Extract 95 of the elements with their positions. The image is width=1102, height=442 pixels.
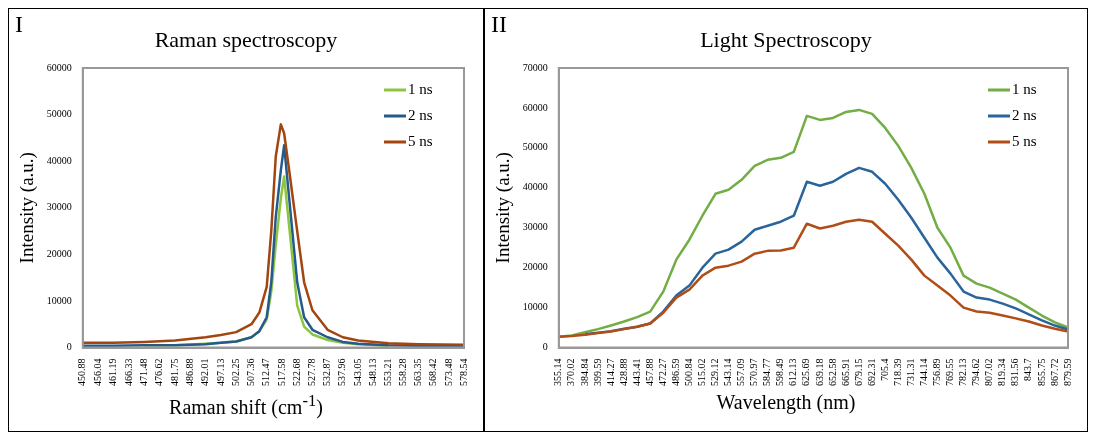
x-tick-label: 515.02 bbox=[696, 358, 708, 386]
chart-title: Light Spectroscopy bbox=[700, 27, 872, 52]
y-tick-label: 20000 bbox=[46, 247, 72, 259]
x-tick-label: 639.18 bbox=[813, 358, 825, 386]
y-tick-label: 40000 bbox=[46, 154, 72, 166]
legend-label: 5 ns bbox=[408, 132, 433, 149]
x-tick-label: 502.25 bbox=[229, 358, 241, 386]
x-tick-label: 472.27 bbox=[656, 358, 668, 386]
y-tick-label: 0 bbox=[542, 341, 548, 353]
x-tick-label: 879.59 bbox=[1061, 358, 1073, 386]
legend-label: 1 ns bbox=[1012, 80, 1037, 97]
x-axis-title: Raman shift (cm$^{-1}$) bbox=[168, 391, 324, 419]
x-axis-title: Wavelength (nm) bbox=[715, 391, 857, 414]
x-tick-label: 461.19 bbox=[107, 358, 119, 386]
x-tick-label: 665.91 bbox=[839, 358, 851, 386]
x-tick-label: 370.02 bbox=[565, 358, 577, 386]
x-tick-label: 578.54 bbox=[457, 358, 469, 386]
x-tick-label: 486.59 bbox=[669, 358, 681, 386]
y-tick-label: 30000 bbox=[46, 201, 72, 213]
x-tick-label: 679.15 bbox=[852, 358, 864, 386]
x-tick-label: 457.88 bbox=[643, 358, 655, 386]
x-tick-label: 456.04 bbox=[91, 358, 103, 386]
y-tick-label: 70000 bbox=[522, 61, 548, 73]
y-tick-label: 50000 bbox=[46, 108, 72, 120]
x-tick-label: 568.42 bbox=[427, 358, 439, 386]
x-tick-label: 443.41 bbox=[630, 358, 642, 386]
x-tick-label: 481.75 bbox=[168, 358, 180, 386]
x-tick-label: 705.4 bbox=[878, 358, 890, 381]
x-tick-label: 450.88 bbox=[76, 358, 88, 386]
x-tick-label: 466.33 bbox=[122, 358, 134, 386]
x-tick-label: 486.88 bbox=[183, 358, 195, 386]
x-tick-label: 769.55 bbox=[944, 358, 956, 386]
x-tick-label: 557.09 bbox=[735, 358, 747, 386]
x-tick-label: 500.84 bbox=[682, 358, 694, 386]
y-axis-title: Intensity (a.u.) bbox=[492, 152, 515, 264]
x-tick-label: 807.02 bbox=[983, 358, 995, 386]
x-tick-label: 731.31 bbox=[904, 358, 916, 386]
x-tick-label: 598.49 bbox=[774, 358, 786, 386]
x-tick-label: 867.72 bbox=[1048, 358, 1060, 386]
x-tick-label: 527.78 bbox=[306, 358, 318, 386]
text: I bbox=[15, 11, 23, 38]
x-tick-label: 507.36 bbox=[245, 358, 257, 386]
x-tick-label: 355.14 bbox=[552, 358, 564, 386]
y-tick-label: 10000 bbox=[522, 301, 548, 313]
x-tick-label: 570.97 bbox=[748, 358, 760, 386]
x-tick-label: 692.31 bbox=[865, 358, 877, 386]
x-tick-label: 831.56 bbox=[1009, 358, 1021, 386]
text: II bbox=[491, 11, 507, 38]
y-axis-title: Intensity (a.u.) bbox=[16, 152, 39, 264]
x-tick-label: 532.87 bbox=[321, 358, 333, 386]
y-tick-label: 60000 bbox=[522, 101, 548, 113]
y-tick-label: 60000 bbox=[46, 61, 72, 73]
x-tick-label: 548.13 bbox=[366, 358, 378, 386]
x-tick-label: 529.12 bbox=[709, 358, 721, 386]
x-tick-label: 428.88 bbox=[617, 358, 629, 386]
x-tick-label: 492.01 bbox=[199, 358, 211, 386]
x-tick-label: 497.13 bbox=[214, 358, 226, 386]
x-tick-label: 744.14 bbox=[918, 358, 929, 386]
x-tick-label: 476.62 bbox=[153, 358, 165, 386]
x-tick-label: 843.7 bbox=[1022, 358, 1034, 381]
x-tick-label: 584.77 bbox=[761, 358, 773, 386]
legend-label: 2 ns bbox=[408, 106, 433, 123]
x-tick-label: 718.39 bbox=[891, 358, 903, 386]
x-tick-label: 625.69 bbox=[800, 358, 812, 386]
x-tick-label: 652.58 bbox=[826, 358, 838, 386]
x-tick-label: 558.28 bbox=[397, 358, 409, 386]
x-tick-label: 819.34 bbox=[996, 358, 1008, 386]
chart-title: Raman spectroscopy bbox=[154, 27, 338, 52]
x-tick-label: 612.13 bbox=[787, 358, 799, 386]
legend-label: 1 ns bbox=[408, 80, 433, 97]
x-tick-label: 855.75 bbox=[1035, 358, 1047, 386]
x-tick-label: 517.58 bbox=[275, 358, 287, 386]
x-tick-label: 414.27 bbox=[604, 358, 616, 386]
x-tick-label: 563.35 bbox=[412, 358, 424, 386]
x-tick-label: 573.48 bbox=[442, 358, 454, 386]
x-tick-label: 543.05 bbox=[351, 358, 363, 386]
x-tick-label: 512.47 bbox=[260, 358, 272, 386]
x-tick-label: 537.96 bbox=[336, 358, 348, 386]
y-tick-label: 0 bbox=[66, 341, 72, 353]
x-tick-label: 553.21 bbox=[381, 358, 393, 386]
y-tick-label: 30000 bbox=[522, 221, 548, 233]
legend-label: 2 ns bbox=[1012, 106, 1037, 123]
y-tick-label: 20000 bbox=[522, 261, 548, 273]
x-tick-label: 794.62 bbox=[970, 358, 982, 386]
x-tick-label: 782.13 bbox=[957, 358, 969, 386]
legend-label: 5 ns bbox=[1012, 132, 1037, 149]
x-tick-label: 543.14 bbox=[722, 358, 734, 386]
x-tick-label: 399.59 bbox=[591, 358, 603, 386]
y-tick-label: 40000 bbox=[522, 181, 548, 193]
y-tick-label: 50000 bbox=[522, 141, 548, 153]
x-tick-label: 756.89 bbox=[931, 358, 943, 386]
x-tick-label: 471.48 bbox=[137, 358, 149, 386]
x-tick-label: 522.68 bbox=[290, 358, 302, 386]
x-tick-label: 384.84 bbox=[578, 358, 590, 386]
y-tick-label: 10000 bbox=[46, 294, 72, 306]
